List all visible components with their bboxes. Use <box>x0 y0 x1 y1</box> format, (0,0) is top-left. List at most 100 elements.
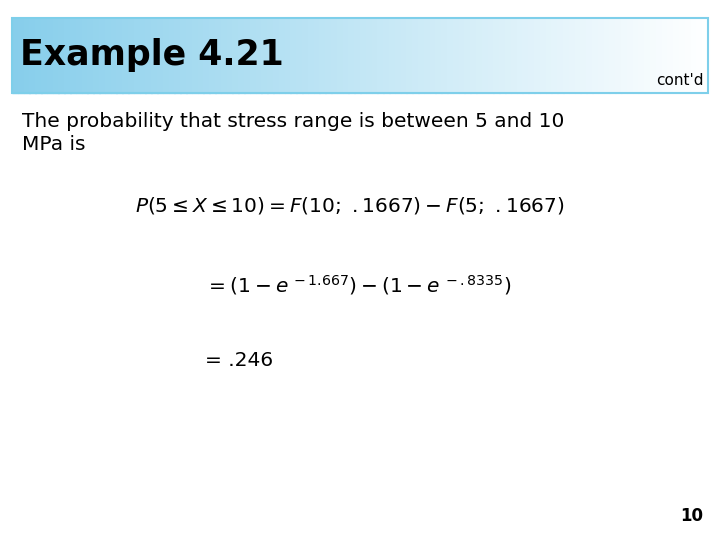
Bar <box>87 18 94 93</box>
Bar <box>221 18 227 93</box>
Bar <box>197 18 204 93</box>
Bar <box>673 18 680 93</box>
Bar <box>400 18 407 93</box>
Bar <box>598 18 604 93</box>
Bar <box>174 18 181 93</box>
Bar <box>540 18 546 93</box>
Bar <box>302 18 308 93</box>
Bar <box>192 18 198 93</box>
Bar <box>215 18 221 93</box>
Bar <box>505 18 511 93</box>
Bar <box>557 18 564 93</box>
Bar <box>575 18 581 93</box>
Bar <box>41 18 48 93</box>
Bar <box>76 18 82 93</box>
Bar <box>47 18 53 93</box>
Bar <box>111 18 117 93</box>
Text: = .246: = .246 <box>205 350 273 369</box>
Bar <box>580 18 587 93</box>
Bar <box>592 18 598 93</box>
Bar <box>360 18 366 93</box>
Bar <box>296 18 302 93</box>
Bar <box>354 18 361 93</box>
Bar <box>424 18 430 93</box>
Bar <box>621 18 627 93</box>
Bar <box>128 18 135 93</box>
Bar <box>609 18 616 93</box>
Bar <box>499 18 505 93</box>
Bar <box>70 18 76 93</box>
Bar <box>337 18 343 93</box>
Bar <box>93 18 99 93</box>
Bar <box>690 18 697 93</box>
Bar <box>314 18 320 93</box>
Bar <box>430 18 436 93</box>
Text: The probability that stress range is between 5 and 10: The probability that stress range is bet… <box>22 112 564 131</box>
Text: 10: 10 <box>680 507 703 525</box>
Bar <box>320 18 325 93</box>
Bar <box>24 18 30 93</box>
Bar <box>389 18 395 93</box>
Bar <box>227 18 233 93</box>
Bar <box>18 18 24 93</box>
Bar <box>517 18 523 93</box>
Bar <box>436 18 441 93</box>
Bar <box>685 18 691 93</box>
Text: $\mathit{P}(5 \leq \mathit{X} \leq 10) = \mathit{F}(10;\ .1667) - \mathit{F}(5;\: $\mathit{P}(5 \leq \mathit{X} \leq 10) =… <box>135 194 564 215</box>
Bar <box>563 18 570 93</box>
Bar <box>140 18 146 93</box>
Bar <box>534 18 540 93</box>
Bar <box>151 18 158 93</box>
Bar <box>261 18 268 93</box>
Text: MPa is: MPa is <box>22 135 86 154</box>
Bar <box>256 18 262 93</box>
Text: cont'd: cont'd <box>657 73 704 88</box>
Bar <box>633 18 639 93</box>
Bar <box>30 18 36 93</box>
Bar <box>528 18 534 93</box>
Bar <box>453 18 459 93</box>
Bar <box>372 18 378 93</box>
Bar <box>569 18 575 93</box>
Bar <box>615 18 621 93</box>
Bar <box>244 18 251 93</box>
Bar <box>279 18 285 93</box>
Bar <box>122 18 128 93</box>
Bar <box>487 18 494 93</box>
Bar <box>546 18 552 93</box>
Bar <box>12 18 708 93</box>
Bar <box>233 18 239 93</box>
Bar <box>308 18 314 93</box>
Bar <box>12 18 18 93</box>
Bar <box>696 18 703 93</box>
Text: Example 4.21: Example 4.21 <box>20 38 284 72</box>
Bar <box>523 18 528 93</box>
Bar <box>510 18 517 93</box>
Bar <box>64 18 71 93</box>
Bar <box>662 18 668 93</box>
Bar <box>134 18 140 93</box>
Bar <box>35 18 42 93</box>
Bar <box>383 18 390 93</box>
Bar <box>53 18 59 93</box>
Bar <box>476 18 482 93</box>
Bar <box>117 18 122 93</box>
Bar <box>377 18 384 93</box>
Bar <box>81 18 88 93</box>
Bar <box>395 18 401 93</box>
Bar <box>204 18 210 93</box>
Bar <box>650 18 657 93</box>
Bar <box>163 18 169 93</box>
Bar <box>238 18 245 93</box>
Bar <box>644 18 650 93</box>
Bar <box>702 18 708 93</box>
Bar <box>145 18 152 93</box>
Bar <box>250 18 256 93</box>
Bar <box>552 18 558 93</box>
Bar <box>157 18 163 93</box>
Bar <box>406 18 413 93</box>
Bar <box>412 18 418 93</box>
Bar <box>105 18 111 93</box>
Bar <box>325 18 331 93</box>
Bar <box>210 18 215 93</box>
